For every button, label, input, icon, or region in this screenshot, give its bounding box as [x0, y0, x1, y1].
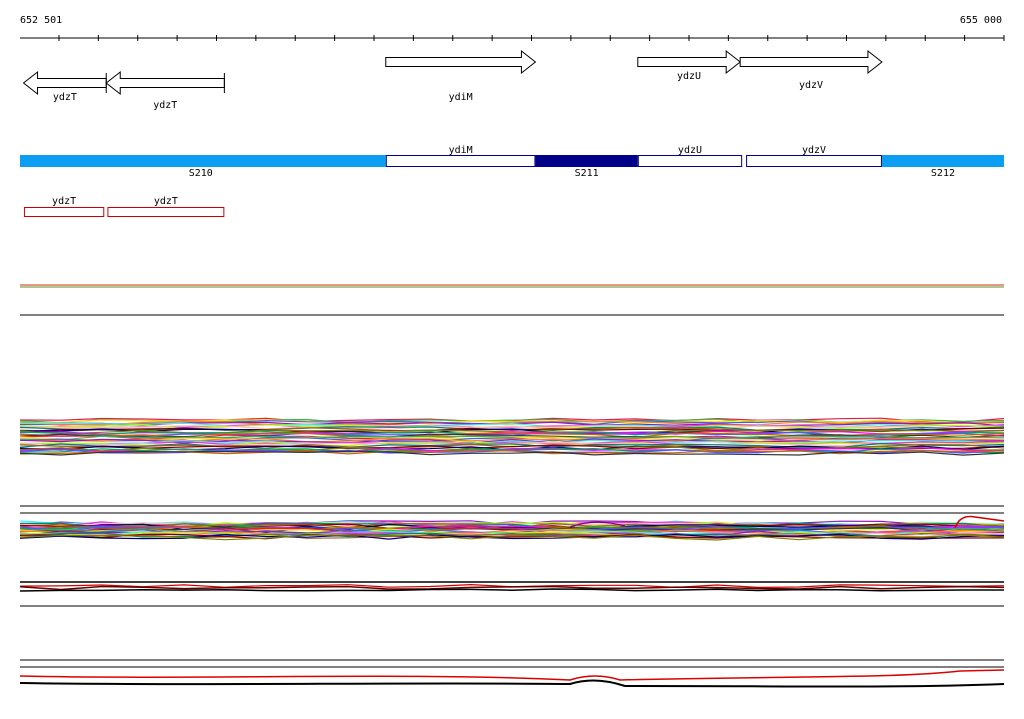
gene-arrow-ydiM	[385, 49, 537, 75]
red-box-label-ydzT: ydzT	[154, 196, 178, 207]
ruler-ticks	[58, 35, 1005, 41]
segment-gene-ydzU	[637, 155, 743, 167]
track-peak-line	[569, 521, 626, 528]
track-bundle-2-line	[19, 533, 1005, 540]
track-bundle-3-line	[19, 588, 1004, 592]
segment-gene-ydiM	[385, 155, 536, 167]
expression-tracks	[19, 284, 1005, 688]
gene-arrow-ydzU	[637, 49, 741, 75]
red-box-ydzT	[107, 207, 225, 217]
segment-label-S212: S212	[931, 168, 955, 179]
track-bundle-1-line	[19, 433, 1005, 439]
track-bundle-4-line	[19, 679, 1005, 688]
segment-S211	[535, 155, 638, 167]
segment-label-S210: S210	[189, 168, 213, 179]
segment-S212	[881, 155, 1004, 167]
gene-arrow-ydzT	[22, 70, 107, 96]
gene-label-ydiM: ydiM	[449, 92, 473, 103]
gene-label-ydzT: ydzT	[153, 100, 177, 111]
gene-label-ydzU: ydzU	[677, 71, 701, 82]
red-box-track: ydzT ydzT	[23, 196, 225, 217]
gene-label-ydzT: ydzT	[53, 92, 77, 103]
red-box-label-ydzT: ydzT	[52, 196, 76, 207]
track-bundle-3-line	[19, 585, 1005, 591]
track-bundle-4-line	[19, 669, 1005, 681]
track-bundle-1-line	[19, 420, 1005, 426]
gene-label-ydzV: ydzV	[799, 80, 823, 91]
gene-arrow-ydzT	[105, 70, 225, 96]
red-box-ydzT	[23, 207, 105, 217]
track-bundle-2-line	[19, 533, 1005, 540]
track-bundle-2-line	[19, 534, 1005, 541]
track-bundle-1-line	[19, 450, 1005, 456]
track-bundle-1-line	[19, 425, 1005, 430]
gene-arrow-ydzV	[739, 49, 883, 75]
segment-label-S211: S211	[575, 168, 599, 179]
segment-gene-ydzV	[746, 155, 882, 167]
track-peak-line	[954, 515, 1005, 529]
segment-gene-label: ydiM	[449, 145, 473, 156]
coordinate-ruler: 652 501 655 000	[20, 15, 1005, 41]
track-bundle-1-line	[19, 439, 1005, 445]
segment-gene-label: ydzV	[802, 145, 826, 156]
segment-S210	[20, 155, 386, 167]
segment-gene-label: ydzU	[678, 145, 702, 156]
gene-arrow-track: ydzT ydzT ydiM ydzU ydzV	[22, 49, 883, 111]
segment-track: ydiM ydzU ydzV S210 S211 S212	[20, 145, 1004, 179]
ruler-start-label: 652 501	[20, 15, 62, 26]
ruler-end-label: 655 000	[960, 15, 1002, 26]
